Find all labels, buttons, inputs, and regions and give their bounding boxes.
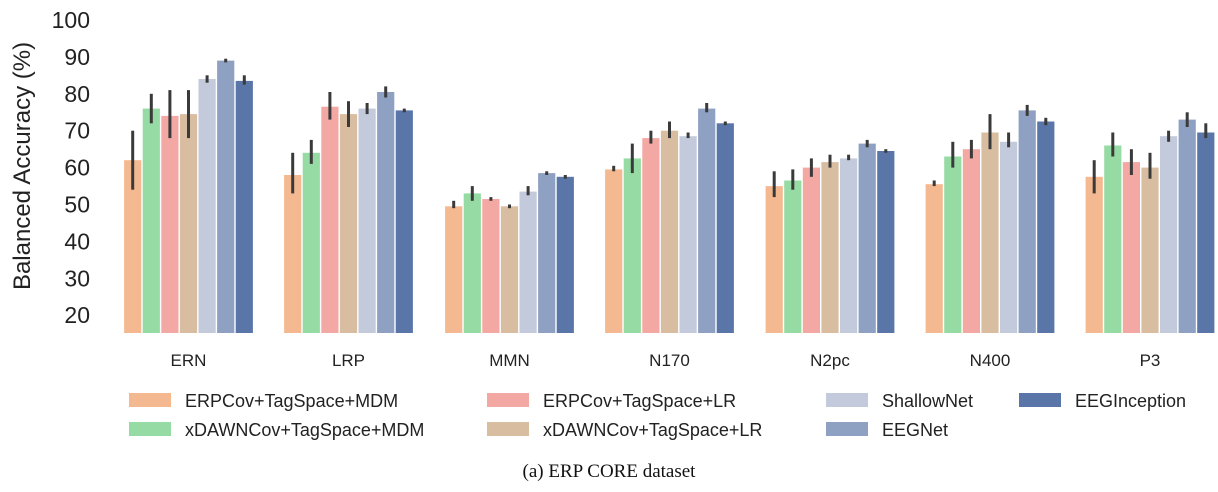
bar bbox=[377, 92, 395, 333]
bar bbox=[877, 151, 895, 333]
y-tick-label: 60 bbox=[64, 155, 90, 181]
bar bbox=[302, 152, 320, 333]
bar bbox=[161, 115, 179, 334]
bar bbox=[605, 169, 623, 333]
bar bbox=[321, 106, 339, 333]
legend-swatch bbox=[129, 393, 171, 407]
bar bbox=[1085, 176, 1103, 333]
bar bbox=[784, 180, 802, 333]
bar-chart: 20 30 40 50 60 70 80 90 100 Balanced Accuracy (%… bbox=[9, 7, 1215, 440]
bar bbox=[1141, 167, 1159, 333]
bar bbox=[1104, 145, 1122, 333]
legend-swatch bbox=[487, 393, 529, 407]
bar bbox=[821, 162, 839, 333]
y-tick-label: 90 bbox=[64, 44, 90, 70]
bar bbox=[1018, 110, 1036, 334]
legend-label: EEGNet bbox=[882, 420, 948, 440]
bar bbox=[623, 158, 641, 333]
x-tick-label: N170 bbox=[649, 351, 690, 370]
y-tick-label: 30 bbox=[64, 265, 90, 291]
bar bbox=[358, 108, 376, 333]
bar bbox=[198, 79, 216, 333]
y-tick-label: 50 bbox=[64, 192, 90, 218]
bar bbox=[660, 130, 679, 333]
legend-label: xDAWNCov+TagSpace+MDM bbox=[185, 420, 424, 440]
bar bbox=[840, 158, 858, 333]
bar bbox=[445, 206, 463, 333]
legend-swatch bbox=[1019, 393, 1061, 407]
legend-swatch bbox=[487, 422, 529, 436]
bar bbox=[1197, 132, 1215, 333]
x-axis-category-labels: ERN LRP MMN N170 N2pc N400 P3 bbox=[171, 351, 1161, 370]
x-tick-label: ERN bbox=[171, 351, 207, 370]
bar bbox=[698, 108, 716, 333]
bar bbox=[463, 193, 481, 333]
bar bbox=[1037, 121, 1055, 333]
x-tick-label: LRP bbox=[332, 351, 365, 370]
bar bbox=[962, 149, 980, 333]
bar bbox=[1122, 162, 1140, 333]
bar bbox=[944, 156, 962, 333]
y-tick-label: 80 bbox=[64, 81, 90, 107]
bar bbox=[925, 184, 943, 333]
bar bbox=[1000, 141, 1018, 333]
y-axis-label: Balanced Accuracy (%) bbox=[9, 42, 36, 290]
y-tick-label: 70 bbox=[64, 118, 90, 144]
legend-label: ShallowNet bbox=[882, 391, 973, 411]
bar bbox=[395, 110, 413, 334]
bar bbox=[339, 114, 358, 333]
y-tick-label: 40 bbox=[64, 228, 90, 254]
bar bbox=[500, 206, 519, 333]
bar bbox=[179, 114, 198, 333]
legend-label: xDAWNCov+TagSpace+LR bbox=[543, 420, 762, 440]
bar bbox=[519, 191, 537, 333]
y-tick-label: 20 bbox=[64, 302, 90, 328]
x-tick-label: MMN bbox=[489, 351, 530, 370]
bar bbox=[679, 136, 697, 333]
bar bbox=[284, 175, 302, 333]
y-axis: 20 30 40 50 60 70 80 90 100 bbox=[52, 7, 90, 328]
legend-swatch bbox=[826, 393, 868, 407]
legend-swatch bbox=[826, 422, 868, 436]
x-tick-label: N400 bbox=[970, 351, 1011, 370]
bar bbox=[124, 160, 142, 333]
bar bbox=[1178, 119, 1196, 333]
error-bars-group bbox=[131, 58, 1208, 209]
bar bbox=[482, 199, 500, 333]
y-tick-label: 100 bbox=[52, 7, 90, 33]
x-tick-label: P3 bbox=[1140, 351, 1161, 370]
legend-label: ERPCov+TagSpace+MDM bbox=[185, 391, 398, 411]
bar bbox=[556, 176, 574, 333]
bar bbox=[1160, 136, 1178, 333]
legend-label: ERPCov+TagSpace+LR bbox=[543, 391, 736, 411]
bar bbox=[217, 60, 235, 333]
x-tick-label: N2pc bbox=[810, 351, 850, 370]
bar bbox=[142, 108, 160, 333]
bar bbox=[858, 143, 876, 333]
bars-group bbox=[124, 60, 1215, 334]
figure-caption: (a) ERP CORE dataset bbox=[522, 461, 696, 482]
legend: ERPCov+TagSpace+MDM xDAWNCov+TagSpace+MDM… bbox=[129, 391, 1186, 440]
bar bbox=[765, 186, 783, 333]
legend-swatch bbox=[129, 422, 171, 436]
bar bbox=[802, 167, 820, 333]
legend-label: EEGInception bbox=[1075, 391, 1186, 411]
bar bbox=[981, 132, 999, 333]
bar bbox=[235, 80, 253, 334]
bar bbox=[538, 173, 556, 333]
bar bbox=[716, 123, 734, 333]
bar bbox=[642, 138, 660, 333]
